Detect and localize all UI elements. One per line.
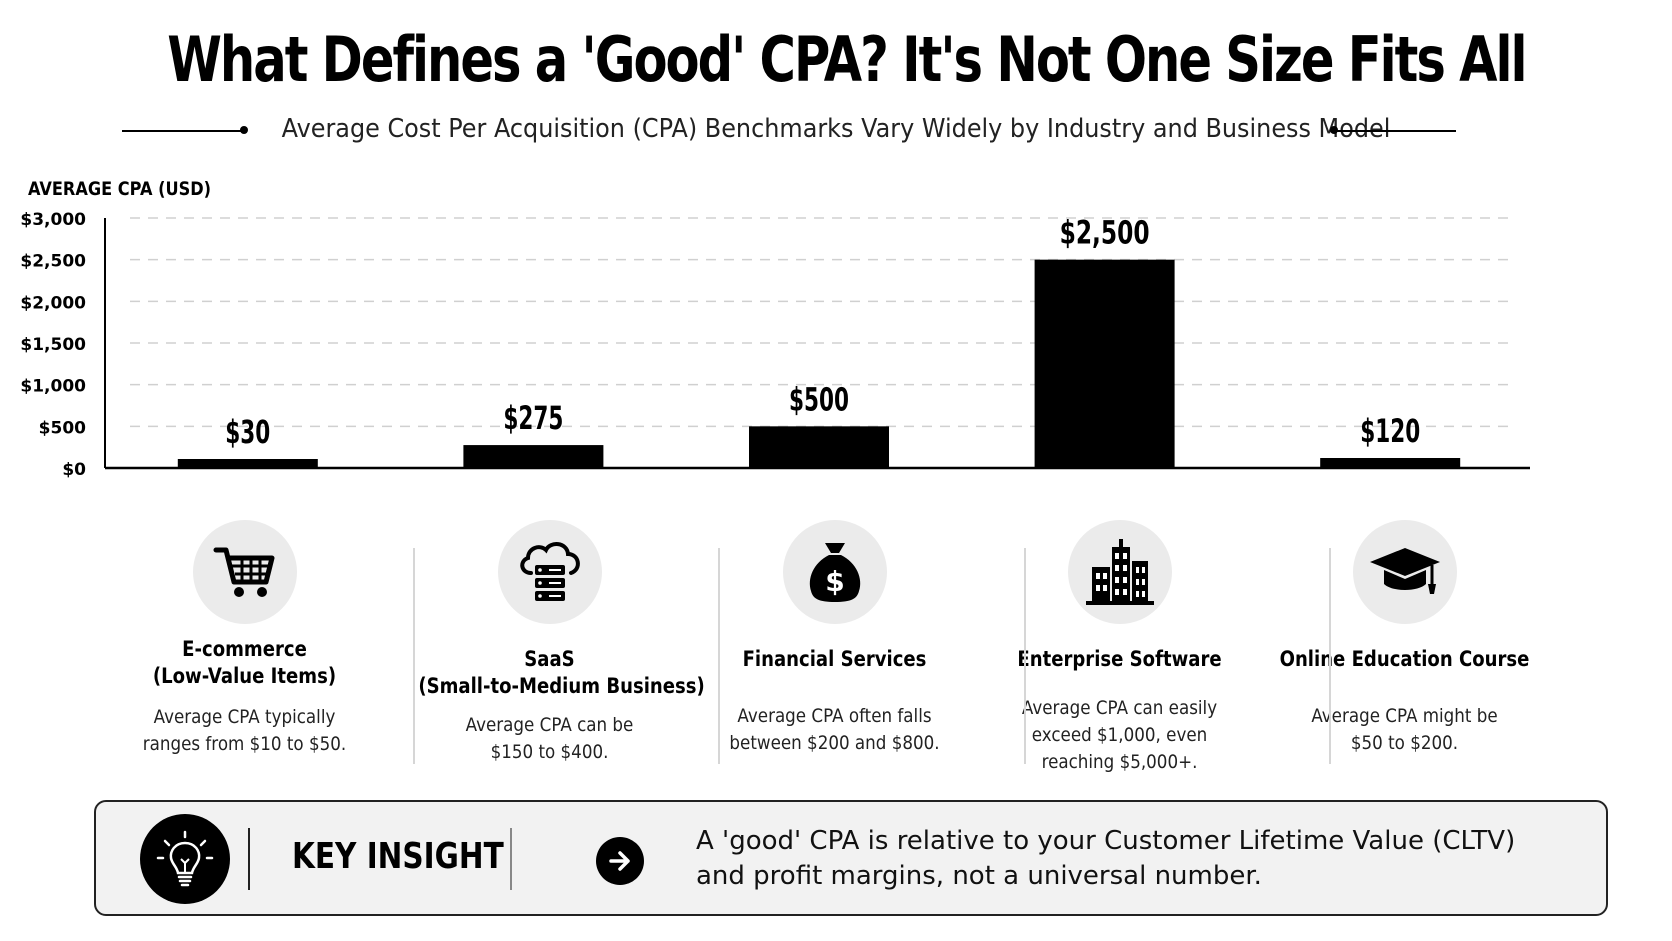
subtitle-left-dot (240, 126, 248, 134)
bar (1034, 259, 1175, 468)
page-title: What Defines a 'Good' CPA? It's Not One … (167, 23, 1527, 96)
category-name-line: (Small-to-Medium Business) (418, 674, 705, 698)
category-name-line: Financial Services (742, 647, 927, 671)
subtitle-right-rule (1334, 130, 1456, 132)
category-desc-line: $150 to $400. (490, 741, 609, 763)
y-tick-label: $500 (39, 418, 86, 438)
category-description: Average CPA typically ranges from $10 to … (110, 704, 378, 758)
category-name-line: SaaS (524, 647, 575, 671)
category-desc-line: Average CPA can easily (1021, 697, 1218, 719)
category-desc-line: exceed $1,000, even (1031, 724, 1208, 746)
insight-separator (248, 828, 250, 890)
y-tick-label: $1,000 (20, 377, 86, 397)
bar-chart: $0 $500 $1,000 $1,500 $2,000 $2,500 $3,000 $30 $… (20, 210, 1530, 480)
y-tick-label: $0 (62, 460, 86, 480)
key-insight-label: KEY INSIGHT (292, 836, 504, 877)
bar-data-label: $2,500 (1060, 214, 1150, 252)
category-desc-line: Average CPA might be (1311, 705, 1498, 727)
category-name: Online Education Course (1273, 646, 1535, 673)
bar (177, 459, 318, 468)
bar-data-label: $275 (503, 399, 563, 437)
bar (463, 445, 604, 468)
category-financial-services: $ Financial Services Average CPA often f… (682, 520, 987, 757)
bar (749, 426, 889, 468)
category-desc-line: $50 to $200. (1350, 732, 1459, 754)
bar (1320, 458, 1461, 468)
category-description: Average CPA might be $50 to $200. (1270, 703, 1538, 757)
category-divider (718, 548, 720, 764)
category-name: SaaS (Small-to-Medium Business) (418, 646, 705, 700)
cloud-server-icon (497, 520, 602, 624)
category-desc-line: reaching $5,000+. (1041, 751, 1198, 773)
y-tick-label: $1,500 (20, 335, 86, 355)
subtitle-left-rule (122, 130, 244, 132)
y-tick-label: $2,000 (20, 293, 86, 313)
category-desc-line: Average CPA often falls (737, 705, 932, 727)
page-subtitle: Average Cost Per Acquisition (CPA) Bench… (281, 114, 1391, 144)
category-description: Average CPA often falls between $200 and … (700, 703, 968, 757)
arrow-right-icon (596, 837, 644, 885)
insight-text-line: and profit margins, not a universal numb… (696, 861, 1262, 891)
key-insight-text: A 'good' CPA is relative to your Custome… (696, 824, 1576, 894)
graduation-cap-icon (1352, 520, 1457, 624)
category-divider (1329, 548, 1331, 764)
category-saas: SaaS (Small-to-Medium Business) Average C… (397, 520, 705, 766)
category-divider (1024, 548, 1026, 764)
bar-data-label: $30 (225, 413, 270, 451)
category-name-line: E-commerce (182, 637, 307, 661)
category-desc-line: Average CPA can be (465, 714, 634, 736)
svg-text:$: $ (825, 565, 844, 598)
category-name-line: (Low-Value Items) (152, 664, 337, 688)
insight-text-line: A 'good' CPA is relative to your Custome… (696, 826, 1516, 856)
category-name: Enterprise Software (988, 646, 1250, 673)
bar-data-label: $500 (789, 380, 849, 418)
category-name: Financial Services (703, 646, 965, 673)
money-bag-icon: $ (782, 520, 887, 624)
category-ecommerce: E-commerce (Low-Value Items) Average CPA … (92, 520, 397, 758)
category-divider (413, 548, 415, 764)
lightbulb-icon (140, 814, 230, 904)
category-description: Average CPA can be $150 to $400. (415, 712, 683, 766)
category-name: E-commerce (Low-Value Items) (113, 636, 375, 690)
category-online-education: Online Education Course Average CPA migh… (1252, 520, 1557, 757)
insight-separator (510, 828, 512, 890)
y-tick-label: $2,500 (20, 252, 86, 272)
y-tick-label: $3,000 (20, 210, 86, 230)
shopping-cart-icon (192, 520, 297, 624)
office-buildings-icon (1067, 520, 1172, 624)
category-desc-line: ranges from $10 to $50. (142, 733, 347, 755)
subtitle-row: Average Cost Per Acquisition (CPA) Bench… (0, 110, 1672, 150)
category-name-line: Enterprise Software (1017, 647, 1222, 671)
category-enterprise-software: Enterprise Software Average CPA can easi… (967, 520, 1272, 776)
category-desc-line: between $200 and $800. (729, 732, 940, 754)
category-description: Average CPA can easily exceed $1,000, eve… (985, 695, 1253, 776)
key-insight-box: KEY INSIGHT A 'good' CPA is relative to … (94, 800, 1608, 916)
y-axis-label: AVERAGE CPA (USD) (28, 178, 212, 200)
category-name-line: Online Education Course (1279, 647, 1530, 671)
category-desc-line: Average CPA typically (153, 706, 336, 728)
bar-data-label: $120 (1360, 412, 1420, 450)
